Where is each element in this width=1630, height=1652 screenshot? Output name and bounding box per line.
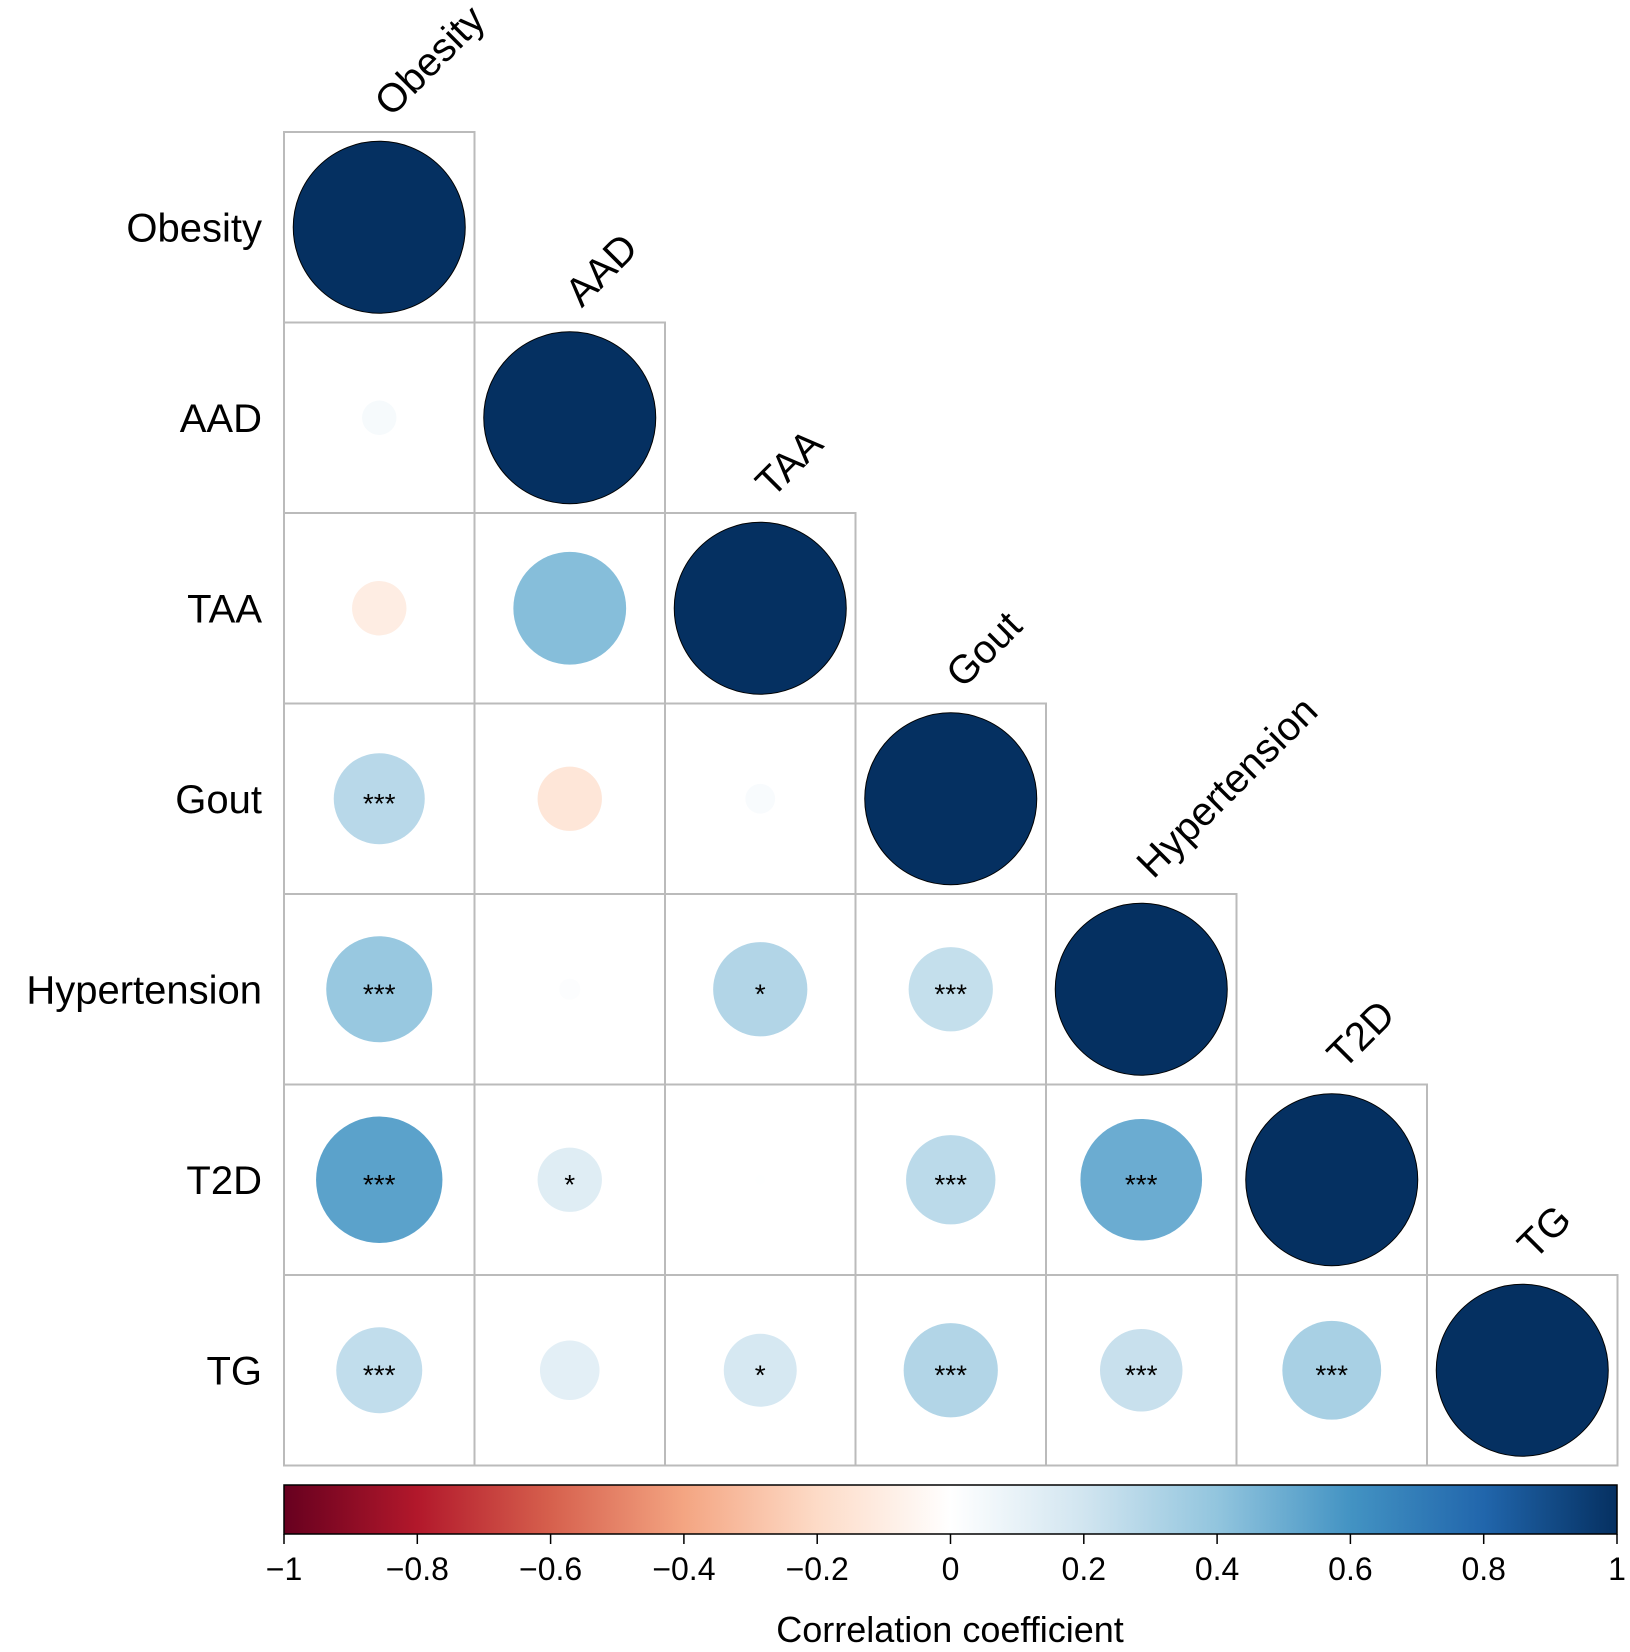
circle-taa-aad (513, 551, 627, 665)
sig-label-hypertension-gout: *** (934, 978, 967, 1009)
colorbar-tick-label: −0.8 (386, 1551, 449, 1587)
correlation-circles (292, 140, 1609, 1457)
circle-tg-gout (903, 1323, 998, 1418)
circle-t2d-t2d (1245, 1093, 1419, 1267)
circle-taa-taa (673, 521, 847, 695)
colorbar: −1 −0.8 −0.6 −0.4 −0.2 0 0.2 0.4 0.6 0.8 1 Correla… (266, 1484, 1626, 1650)
circle-hypertension-hypertension (1054, 902, 1228, 1076)
circle-aad-obesity (362, 400, 397, 435)
row-labels: Obesity AAD TAA Gout Hypertension T2D TG (26, 206, 262, 1393)
circle-tg-hypertension (1100, 1329, 1183, 1412)
sig-label-tg-gout: *** (934, 1359, 967, 1390)
circle-hypertension-obesity (326, 936, 433, 1043)
sig-label-t2d-gout: *** (934, 1169, 967, 1200)
colorbar-tick-label: −1 (266, 1551, 302, 1587)
circle-t2d-gout (906, 1135, 996, 1225)
row-label-aad: AAD (180, 397, 262, 441)
circle-t2d-obesity (316, 1116, 443, 1243)
colorbar-title: Correlation coefficient (776, 1609, 1124, 1650)
row-label-gout: Gout (175, 778, 262, 822)
row-label-tg: TG (206, 1349, 262, 1393)
col-label-gout: Gout (938, 603, 1030, 695)
colorbar-tick-label: 1 (1608, 1551, 1626, 1587)
circle-t2d-aad (537, 1147, 602, 1212)
col-label-t2d: T2D (1319, 992, 1404, 1077)
colorbar-tick-label: 0.4 (1195, 1551, 1239, 1587)
circle-hypertension-gout (908, 947, 993, 1032)
sig-label-hypertension-taa: * (755, 978, 766, 1009)
circle-aad-aad (483, 331, 657, 505)
circle-gout-gout (864, 712, 1038, 886)
colorbar-tick-label: 0 (942, 1551, 960, 1587)
sig-label-hypertension-obesity: *** (363, 978, 396, 1009)
row-label-hypertension: Hypertension (26, 968, 262, 1012)
sig-label-tg-taa: * (755, 1359, 766, 1390)
circle-tg-t2d (1282, 1320, 1382, 1420)
row-label-obesity: Obesity (126, 206, 262, 250)
col-label-taa: TAA (748, 421, 832, 505)
circle-t2d-taa (755, 1175, 765, 1185)
circle-obesity-obesity (292, 140, 466, 314)
circle-gout-obesity (333, 753, 425, 845)
sig-label-t2d-hypertension: *** (1125, 1169, 1158, 1200)
col-label-hypertension: Hypertension (1129, 689, 1327, 887)
colorbar-tick-label: 0.6 (1328, 1551, 1372, 1587)
circle-t2d-hypertension (1080, 1118, 1203, 1241)
colorbar-tick-label: −0.6 (519, 1551, 582, 1587)
sig-label-tg-hypertension: *** (1125, 1359, 1158, 1390)
circle-hypertension-taa (713, 942, 808, 1037)
circle-taa-obesity (352, 581, 407, 636)
col-label-aad: AAD (557, 226, 646, 315)
circle-gout-taa (745, 783, 776, 814)
sig-label-t2d-obesity: *** (363, 1169, 396, 1200)
col-label-tg: TG (1510, 1197, 1580, 1267)
circle-tg-aad (539, 1340, 600, 1401)
grid-cells (283, 131, 1619, 1467)
circle-tg-obesity (336, 1327, 423, 1414)
sig-label-gout-obesity: *** (363, 788, 396, 819)
grid-cell-tg-tg (1426, 1274, 1619, 1467)
significance-labels: ****** * ****** * *** ****** * *** *** *** (363, 788, 1348, 1391)
circle-hypertension-aad (559, 978, 581, 1000)
colorbar-gradient (283, 1484, 1618, 1535)
circle-tg-taa (723, 1333, 797, 1407)
row-label-t2d: T2D (186, 1159, 262, 1203)
col-label-obesity: Obesity (367, 0, 494, 124)
sig-label-t2d-aad: * (564, 1169, 575, 1200)
colorbar-tick-label: 0.8 (1461, 1551, 1505, 1587)
colorbar-tick-label: 0.2 (1062, 1551, 1106, 1587)
circle-tg-tg (1435, 1283, 1609, 1457)
sig-label-tg-obesity: *** (363, 1359, 396, 1390)
circle-gout-aad (537, 766, 602, 831)
sig-label-tg-t2d: *** (1315, 1359, 1348, 1390)
colorbar-ticks: −1 −0.8 −0.6 −0.4 −0.2 0 0.2 0.4 0.6 0.8 1 (266, 1534, 1626, 1587)
row-label-taa: TAA (187, 587, 262, 631)
colorbar-tick-label: −0.4 (652, 1551, 715, 1587)
colorbar-tick-label: −0.2 (786, 1551, 849, 1587)
